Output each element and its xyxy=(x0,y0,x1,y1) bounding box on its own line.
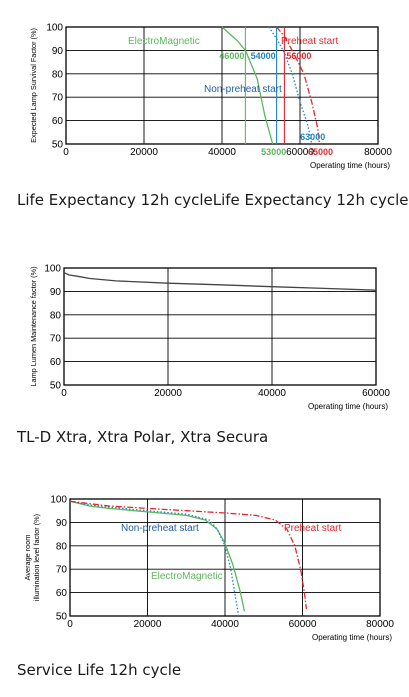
chart3-frame xyxy=(69,498,381,617)
chart3-series-electromagnetic xyxy=(69,500,246,612)
chart1-label-non-preheat-start: Non-preheat start xyxy=(204,84,282,95)
chart1-y-tick-label: 80 xyxy=(52,69,64,80)
chart3-label-electromagnetic: ElectroMagnetic xyxy=(151,571,223,582)
chart2-y-tick-label: 80 xyxy=(50,310,62,321)
chart1-y-tick-label: 70 xyxy=(52,93,64,104)
chart3-label-preheat-start: Preheat start xyxy=(284,523,341,534)
chart-2-caption: TL-D Xtra, Xtra Polar, Xtra Secura xyxy=(17,428,269,446)
chart3-x-tick-label: 40000 xyxy=(211,619,239,630)
chart1-series-preheat-start xyxy=(276,26,321,145)
chart3-y-tick-label: 80 xyxy=(56,541,68,552)
chart2-x-tick-label: 20000 xyxy=(154,388,182,399)
chart3-y-tick-label: 70 xyxy=(56,565,68,576)
chart-3-svg: 0 20000 40000 60000 80000 50 60 70 80 90 100 Operat… xyxy=(23,495,394,643)
chart1-x-axis-title: Operating time (hours) xyxy=(310,161,390,170)
chart2-x-tick-label: 40000 xyxy=(258,388,286,399)
chart2-y-tick-label: 90 xyxy=(50,287,62,298)
chart1-x-tick-label: 0 xyxy=(63,147,69,158)
chart1-y-tick-label: 50 xyxy=(52,140,64,151)
chart3-series-preheat-start xyxy=(69,500,308,610)
chart1-label-electromagnetic: ElectroMagnetic xyxy=(128,36,200,47)
chart1-label-63000: 63000 xyxy=(300,132,325,142)
chart1-label-56000: 56000 xyxy=(286,51,311,61)
chart1-x-tick-label: 40000 xyxy=(208,147,236,158)
chart2-y-tick-label: 100 xyxy=(44,264,61,275)
chart1-label-53000: 53000 xyxy=(261,147,286,157)
chart2-series-line xyxy=(63,272,377,291)
chart3-y-axis-title: illumination level factor (%) xyxy=(32,514,41,601)
chart1-x-tick-label: 60000 xyxy=(286,147,314,158)
chart1-series-electromagnetic xyxy=(221,26,274,145)
chart3-y-tick-label: 50 xyxy=(56,612,68,623)
chart3-x-tick-label: 20000 xyxy=(134,619,162,630)
chart2-x-tick-label: 60000 xyxy=(362,388,390,399)
chart-1-panel: 0 20000 40000 60000 80000 50 60 70 80 90 100 Operat… xyxy=(0,0,409,180)
chart1-x-tick-label: 20000 xyxy=(130,147,158,158)
chart3-y-tick-label: 90 xyxy=(56,518,68,529)
chart3-y-tick-label: 60 xyxy=(56,588,68,599)
chart3-x-axis-title: Operating time (hours) xyxy=(312,633,392,642)
chart1-label-65000: 65000 xyxy=(308,147,333,157)
chart3-x-tick-label: 60000 xyxy=(289,619,317,630)
chart1-label-46000: 46000 xyxy=(219,51,244,61)
chart3-y-tick-label: 100 xyxy=(50,495,67,506)
chart-2-svg: 0 20000 40000 60000 50 60 70 80 90 100 Operating t… xyxy=(29,264,390,412)
chart3-x-tick-label: 80000 xyxy=(366,619,394,630)
chart-3-caption: Service Life 12h cycle xyxy=(17,661,182,679)
chart2-x-axis-title: Operating time (hours) xyxy=(308,402,388,411)
chart1-y-tick-label: 90 xyxy=(52,46,64,57)
chart1-y-axis-title: Expected Lamp Survival Factor (%) xyxy=(29,28,38,143)
chart-3-panel: 0 20000 40000 60000 80000 50 60 70 80 90 100 Operat… xyxy=(0,486,409,656)
chart-2-panel: 0 20000 40000 60000 50 60 70 80 90 100 Operating t… xyxy=(0,248,409,418)
chart2-y-tick-label: 50 xyxy=(50,381,62,392)
chart2-y-axis-title: Lamp Lumen Maintenance factor (%) xyxy=(29,266,38,386)
chart3-y-axis-title: Average room xyxy=(23,535,32,581)
chart1-x-tick-label: 80000 xyxy=(364,147,392,158)
chart1-y-tick-label: 60 xyxy=(52,116,64,127)
chart1-label-preheat-start: Preheat start xyxy=(281,36,338,47)
chart1-series-non-preheat-start xyxy=(268,26,313,145)
chart2-y-tick-label: 60 xyxy=(50,357,62,368)
chart-1-svg: 0 20000 40000 60000 80000 50 60 70 80 90 100 Operat… xyxy=(29,23,392,171)
chart1-label-54000: 54000 xyxy=(251,51,276,61)
chart3-x-tick-label: 0 xyxy=(67,619,73,630)
chart2-y-tick-label: 70 xyxy=(50,334,62,345)
chart1-y-tick-label: 100 xyxy=(46,23,63,34)
chart2-x-tick-label: 0 xyxy=(61,388,67,399)
chart-1-caption: Life Expectancy 12h cycleLife Expectancy… xyxy=(17,191,409,209)
chart3-label-non-preheat-start: Non-preheat start xyxy=(121,523,199,534)
chart3-series-non-preheat-start xyxy=(69,500,240,617)
chart2-frame xyxy=(63,267,377,386)
